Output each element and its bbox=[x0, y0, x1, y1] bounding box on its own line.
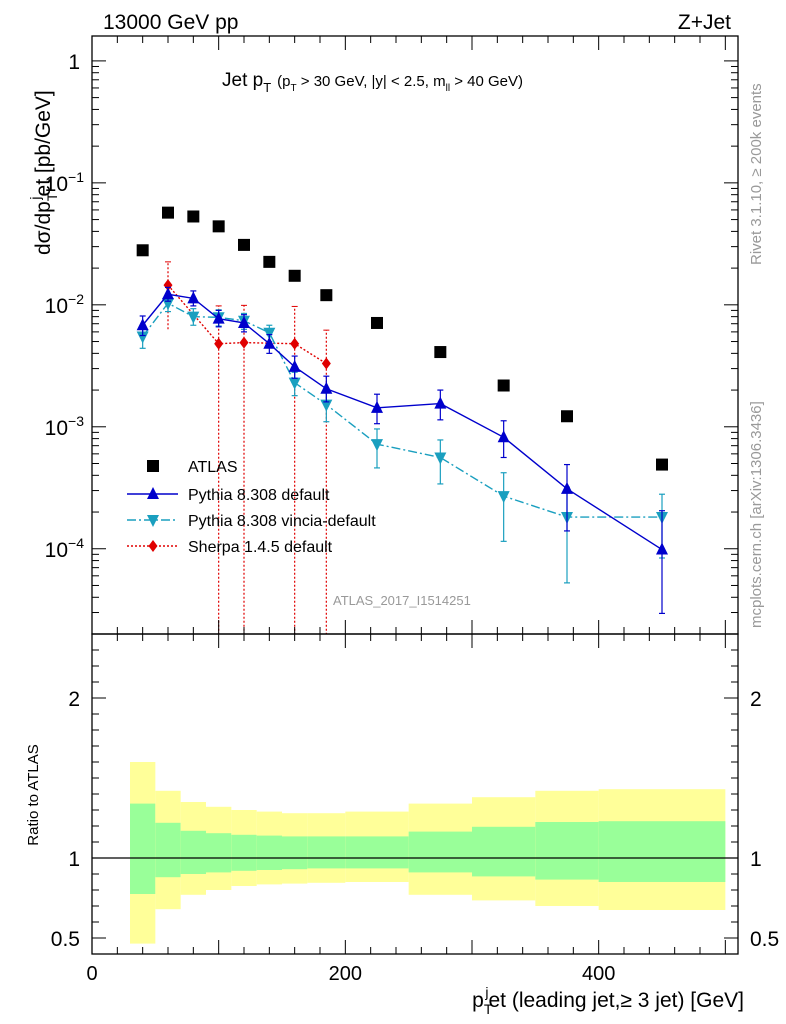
data-point-square bbox=[288, 269, 301, 282]
rivet-version-label: Rivet 3.1.10, ≥ 200k events bbox=[748, 83, 765, 265]
ratio-tick-label-right: 1 bbox=[750, 848, 762, 871]
y-tick-label: 1 bbox=[68, 51, 80, 74]
data-point-triangle-up bbox=[371, 400, 383, 413]
ratio-band-inner bbox=[345, 836, 409, 869]
data-point-square bbox=[561, 410, 573, 423]
data-point-triangle-up bbox=[434, 396, 447, 409]
legend: ATLAS Pythia 8.308 default Pythia 8.308 vi… bbox=[127, 459, 376, 556]
ratio-band-inner bbox=[130, 803, 156, 894]
y-tick-label: 10−3 bbox=[45, 413, 85, 440]
data-point-diamond bbox=[290, 337, 300, 350]
data-point-square bbox=[147, 460, 159, 472]
data-point-triangle-up bbox=[561, 481, 573, 494]
data-point-square bbox=[162, 206, 174, 219]
data-point-square bbox=[238, 238, 250, 251]
main-series bbox=[136, 206, 668, 634]
data-point-triangle-down bbox=[187, 311, 200, 324]
legend-entry-label: Sherpa 1.4.5 default bbox=[188, 539, 333, 556]
data-point-triangle-down bbox=[497, 491, 510, 504]
data-point-square bbox=[263, 255, 276, 268]
data-point-diamond bbox=[163, 279, 173, 292]
data-point-triangle-up bbox=[656, 542, 668, 555]
data-point-triangle-down bbox=[371, 439, 383, 452]
ratio-bands bbox=[130, 762, 726, 944]
analysis-watermark: ATLAS_2017_I1514251 bbox=[333, 593, 471, 608]
data-point-square bbox=[371, 316, 383, 329]
data-point-square bbox=[136, 244, 149, 257]
data-point-diamond bbox=[321, 357, 331, 370]
x-tick-label: 0 bbox=[86, 963, 97, 985]
ratio-band-inner bbox=[535, 822, 599, 880]
series-line bbox=[142, 302, 662, 518]
ratio-band-inner bbox=[472, 826, 536, 877]
y-tick-label: 10−1 bbox=[45, 169, 85, 196]
series-atlas bbox=[136, 206, 668, 471]
data-point-triangle-up bbox=[238, 315, 250, 328]
ratio-band-inner bbox=[155, 822, 181, 878]
data-point-square bbox=[320, 289, 333, 302]
data-point-triangle-up bbox=[147, 487, 159, 499]
data-point-square bbox=[212, 220, 225, 233]
x-axis-label: pTjet (leading jet,≥ 3 jet) [GeV] bbox=[472, 984, 744, 1017]
series-line bbox=[167, 284, 327, 365]
series-line bbox=[142, 293, 663, 551]
data-point-triangle-up bbox=[162, 287, 174, 300]
data-point-triangle-down bbox=[263, 327, 276, 340]
ratio-tick-label-right: 2 bbox=[750, 688, 762, 711]
ratio-band-inner bbox=[256, 835, 282, 870]
header-left: 13000 GeV pp bbox=[103, 11, 238, 34]
ratio-band-inner bbox=[598, 821, 726, 882]
axis-ticks bbox=[91, 36, 738, 955]
ratio-tick-label-left: 2 bbox=[68, 688, 80, 711]
data-point-triangle-down bbox=[288, 377, 301, 390]
data-point-triangle-down bbox=[434, 452, 447, 465]
data-point-square bbox=[434, 346, 447, 359]
ratio-band-inner bbox=[408, 831, 472, 873]
tick-labels: 0 200 400 1 10−1 10−2 10−3 10−4 2 2 1 1 0.5 0.5 bbox=[45, 51, 780, 985]
data-point-triangle-down bbox=[320, 399, 333, 412]
y-tick-label: 10−4 bbox=[45, 535, 85, 562]
legend-entry-label: ATLAS bbox=[188, 459, 238, 476]
x-tick-label: 200 bbox=[329, 963, 362, 985]
data-point-triangle-up bbox=[320, 381, 333, 394]
mcplots-label: mcplots.cern.ch [arXiv:1306.3436] bbox=[748, 401, 765, 628]
data-point-triangle-down bbox=[147, 515, 159, 527]
data-point-triangle-up bbox=[136, 318, 149, 331]
ratio-band-inner bbox=[206, 833, 232, 873]
data-point-diamond bbox=[214, 337, 224, 350]
y-tick-label: 10−2 bbox=[45, 291, 85, 318]
series-pythia-8-308-default bbox=[136, 286, 668, 615]
data-point-diamond bbox=[239, 336, 249, 349]
x-tick-label: 400 bbox=[582, 963, 615, 985]
ratio-y-axis-label: Ratio to ATLAS bbox=[25, 744, 42, 845]
data-point-square bbox=[497, 379, 510, 392]
legend-entry-label: Pythia 8.308 default bbox=[188, 487, 330, 504]
header-right: Z+Jet bbox=[678, 11, 731, 34]
data-point-triangle-up bbox=[497, 430, 510, 443]
series-sherpa-1-4-5-default bbox=[163, 261, 331, 634]
data-point-diamond bbox=[148, 540, 158, 552]
ratio-band-inner bbox=[282, 836, 308, 870]
ratio-band-inner bbox=[231, 834, 257, 871]
y-axis-label: dσ/dpTjet [pb/GeV] bbox=[27, 90, 60, 255]
ratio-band-inner bbox=[307, 836, 346, 869]
data-point-square bbox=[656, 458, 668, 471]
data-point-square bbox=[187, 210, 200, 223]
data-point-triangle-up bbox=[263, 336, 276, 349]
data-point-triangle-up bbox=[212, 311, 225, 324]
ratio-tick-label-left: 1 bbox=[68, 848, 80, 871]
data-point-triangle-up bbox=[288, 359, 301, 372]
data-point-triangle-down bbox=[136, 331, 149, 344]
data-point-triangle-up bbox=[187, 291, 200, 304]
chart-title: Jet pT (pT > 30 GeV, |y| < 2.5, mll > 40 … bbox=[222, 70, 523, 95]
ratio-tick-label-right: 0.5 bbox=[750, 928, 779, 951]
legend-entry-label: Pythia 8.308 vincia-default bbox=[188, 513, 376, 530]
ratio-tick-label-left: 0.5 bbox=[51, 928, 80, 951]
ratio-band-inner bbox=[180, 830, 206, 874]
